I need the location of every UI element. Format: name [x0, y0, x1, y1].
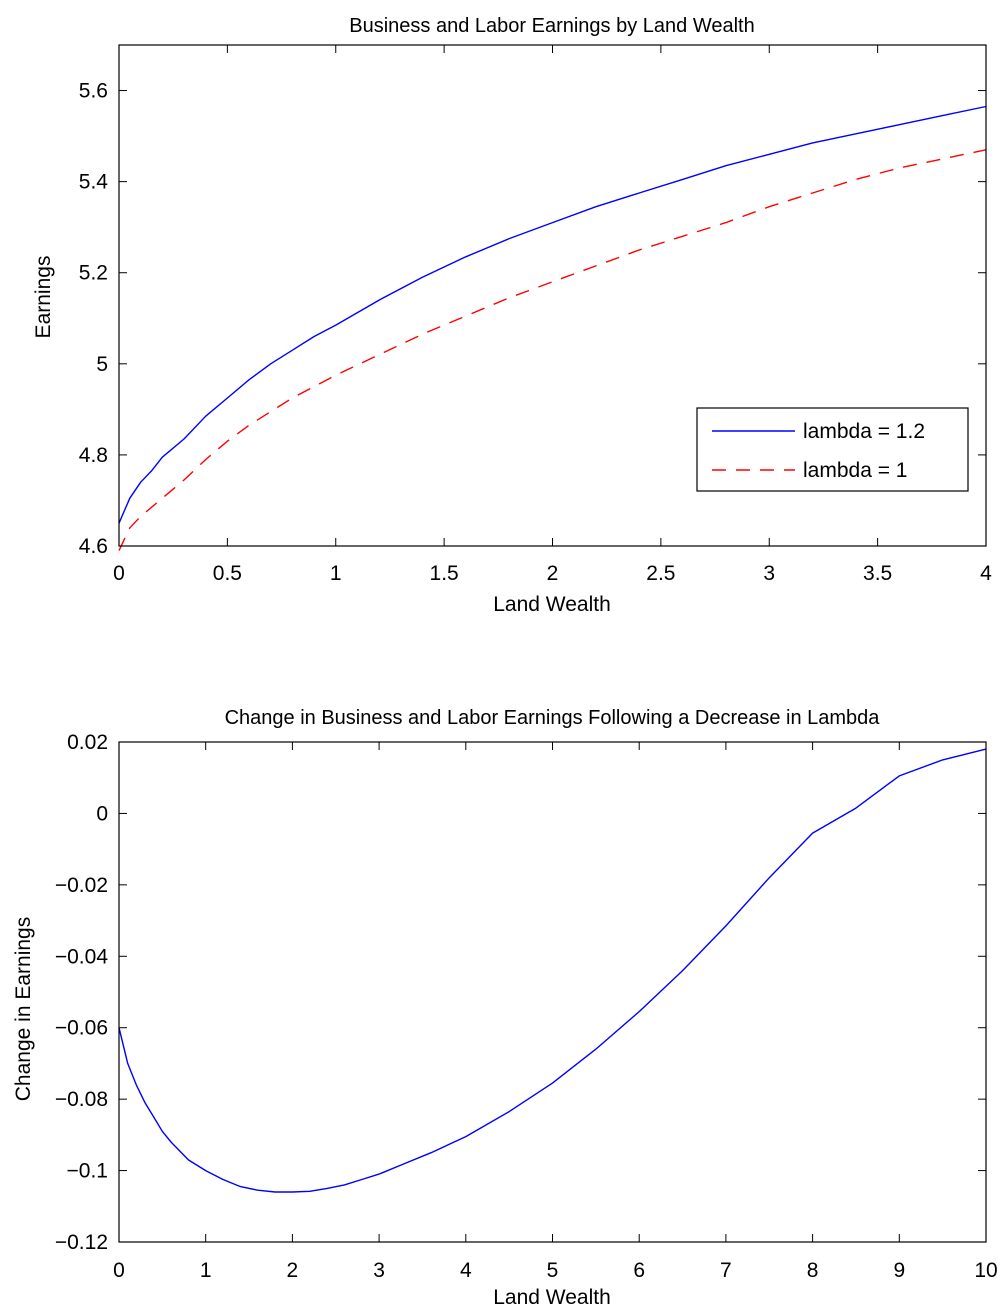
earnings-chart-series-line-1: [118, 105, 987, 524]
change-chart-y-tick-label: −0.1: [67, 1160, 108, 1183]
earnings-chart-title: Business and Labor Earnings by Land Weal…: [349, 15, 754, 37]
legend: lambda = 1.2 lambda = 1: [696, 407, 969, 492]
change-chart-y-tick-label: −0.12: [55, 1231, 108, 1254]
earnings-chart-x-tick-label: 2: [547, 562, 559, 585]
earnings-chart-x-tick-label: 0: [113, 562, 125, 585]
change-chart-ticks: 0 1 2 3 4 5 6 7 8 9 10 −0.12 −0.1 −0.08 −0.06 −0.04 −0.0…: [55, 731, 998, 1282]
change-chart-y-axis-label: Change in Earnings: [12, 917, 35, 1101]
change-chart-x-tick-label: 2: [287, 1259, 299, 1282]
legend-box: [696, 407, 969, 492]
change-chart-x-tick-label: 8: [807, 1259, 819, 1282]
change-chart-x-tick-label: 3: [373, 1259, 385, 1282]
earnings-chart-plot-frame: [118, 44, 987, 547]
change-chart-title: Change in Business and Labor Earnings Fo…: [225, 707, 881, 729]
change-chart-series-line-1: [118, 748, 987, 1193]
change-in-earnings-chart: Change in Business and Labor Earnings Fo…: [12, 707, 998, 1309]
change-chart-plot-frame: [118, 741, 987, 1243]
earnings-chart-x-tick-label: 3.5: [863, 562, 892, 585]
earnings-chart-x-tick-label: 4: [980, 562, 992, 585]
change-chart-x-tick-label: 6: [633, 1259, 645, 1282]
earnings-chart: Business and Labor Earnings by Land Weal…: [32, 15, 992, 616]
earnings-chart-series-line-2: [118, 149, 987, 551]
earnings-chart-x-tick-label: 3: [763, 562, 775, 585]
change-chart-y-tick-label: −0.06: [55, 1017, 108, 1040]
earnings-chart-y-tick-label: 4.6: [79, 535, 108, 558]
earnings-chart-y-tick-label: 5.6: [79, 80, 108, 103]
earnings-chart-x-axis-label: Land Wealth: [493, 593, 611, 616]
earnings-chart-y-tick-label: 4.8: [79, 444, 108, 467]
earnings-chart-x-tick-label: 1.5: [430, 562, 459, 585]
earnings-chart-y-tick-label: 5.4: [79, 171, 109, 194]
earnings-chart-y-tick-label: 5.2: [79, 262, 108, 285]
change-chart-x-tick-label: 1: [200, 1259, 212, 1282]
change-chart-x-tick-label: 4: [460, 1259, 472, 1282]
change-chart-x-tick-label: 9: [893, 1259, 905, 1282]
earnings-chart-ticks: 0 0.5 1 1.5 2 2.5 3 3.5 4 4.6 4.8 5 5.2 5.4 5.6: [79, 45, 992, 585]
change-chart-x-tick-label: 5: [547, 1259, 559, 1282]
change-chart-x-tick-label: 0: [113, 1259, 125, 1282]
earnings-chart-x-tick-label: 2.5: [646, 562, 675, 585]
change-chart-x-axis-label: Land Wealth: [493, 1286, 611, 1309]
change-chart-lines: [118, 748, 987, 1193]
change-chart-y-tick-label: 0.02: [67, 731, 108, 754]
earnings-chart-y-axis-label: Earnings: [32, 256, 55, 339]
earnings-chart-y-tick-label: 5: [96, 353, 108, 376]
change-chart-x-tick-label: 10: [974, 1259, 997, 1282]
legend-entry-lambda-1-2: lambda = 1.2: [803, 420, 925, 443]
legend-entry-lambda-1: lambda = 1: [803, 459, 908, 482]
change-chart-y-tick-label: 0: [96, 802, 108, 825]
earnings-chart-lines: [118, 105, 987, 551]
change-chart-y-tick-label: −0.02: [55, 874, 108, 897]
earnings-chart-x-tick-label: 0.5: [213, 562, 242, 585]
change-chart-y-tick-label: −0.08: [55, 1088, 108, 1111]
change-chart-y-tick-label: −0.04: [55, 945, 108, 968]
change-chart-x-tick-label: 7: [720, 1259, 732, 1282]
earnings-chart-x-tick-label: 1: [330, 562, 342, 585]
